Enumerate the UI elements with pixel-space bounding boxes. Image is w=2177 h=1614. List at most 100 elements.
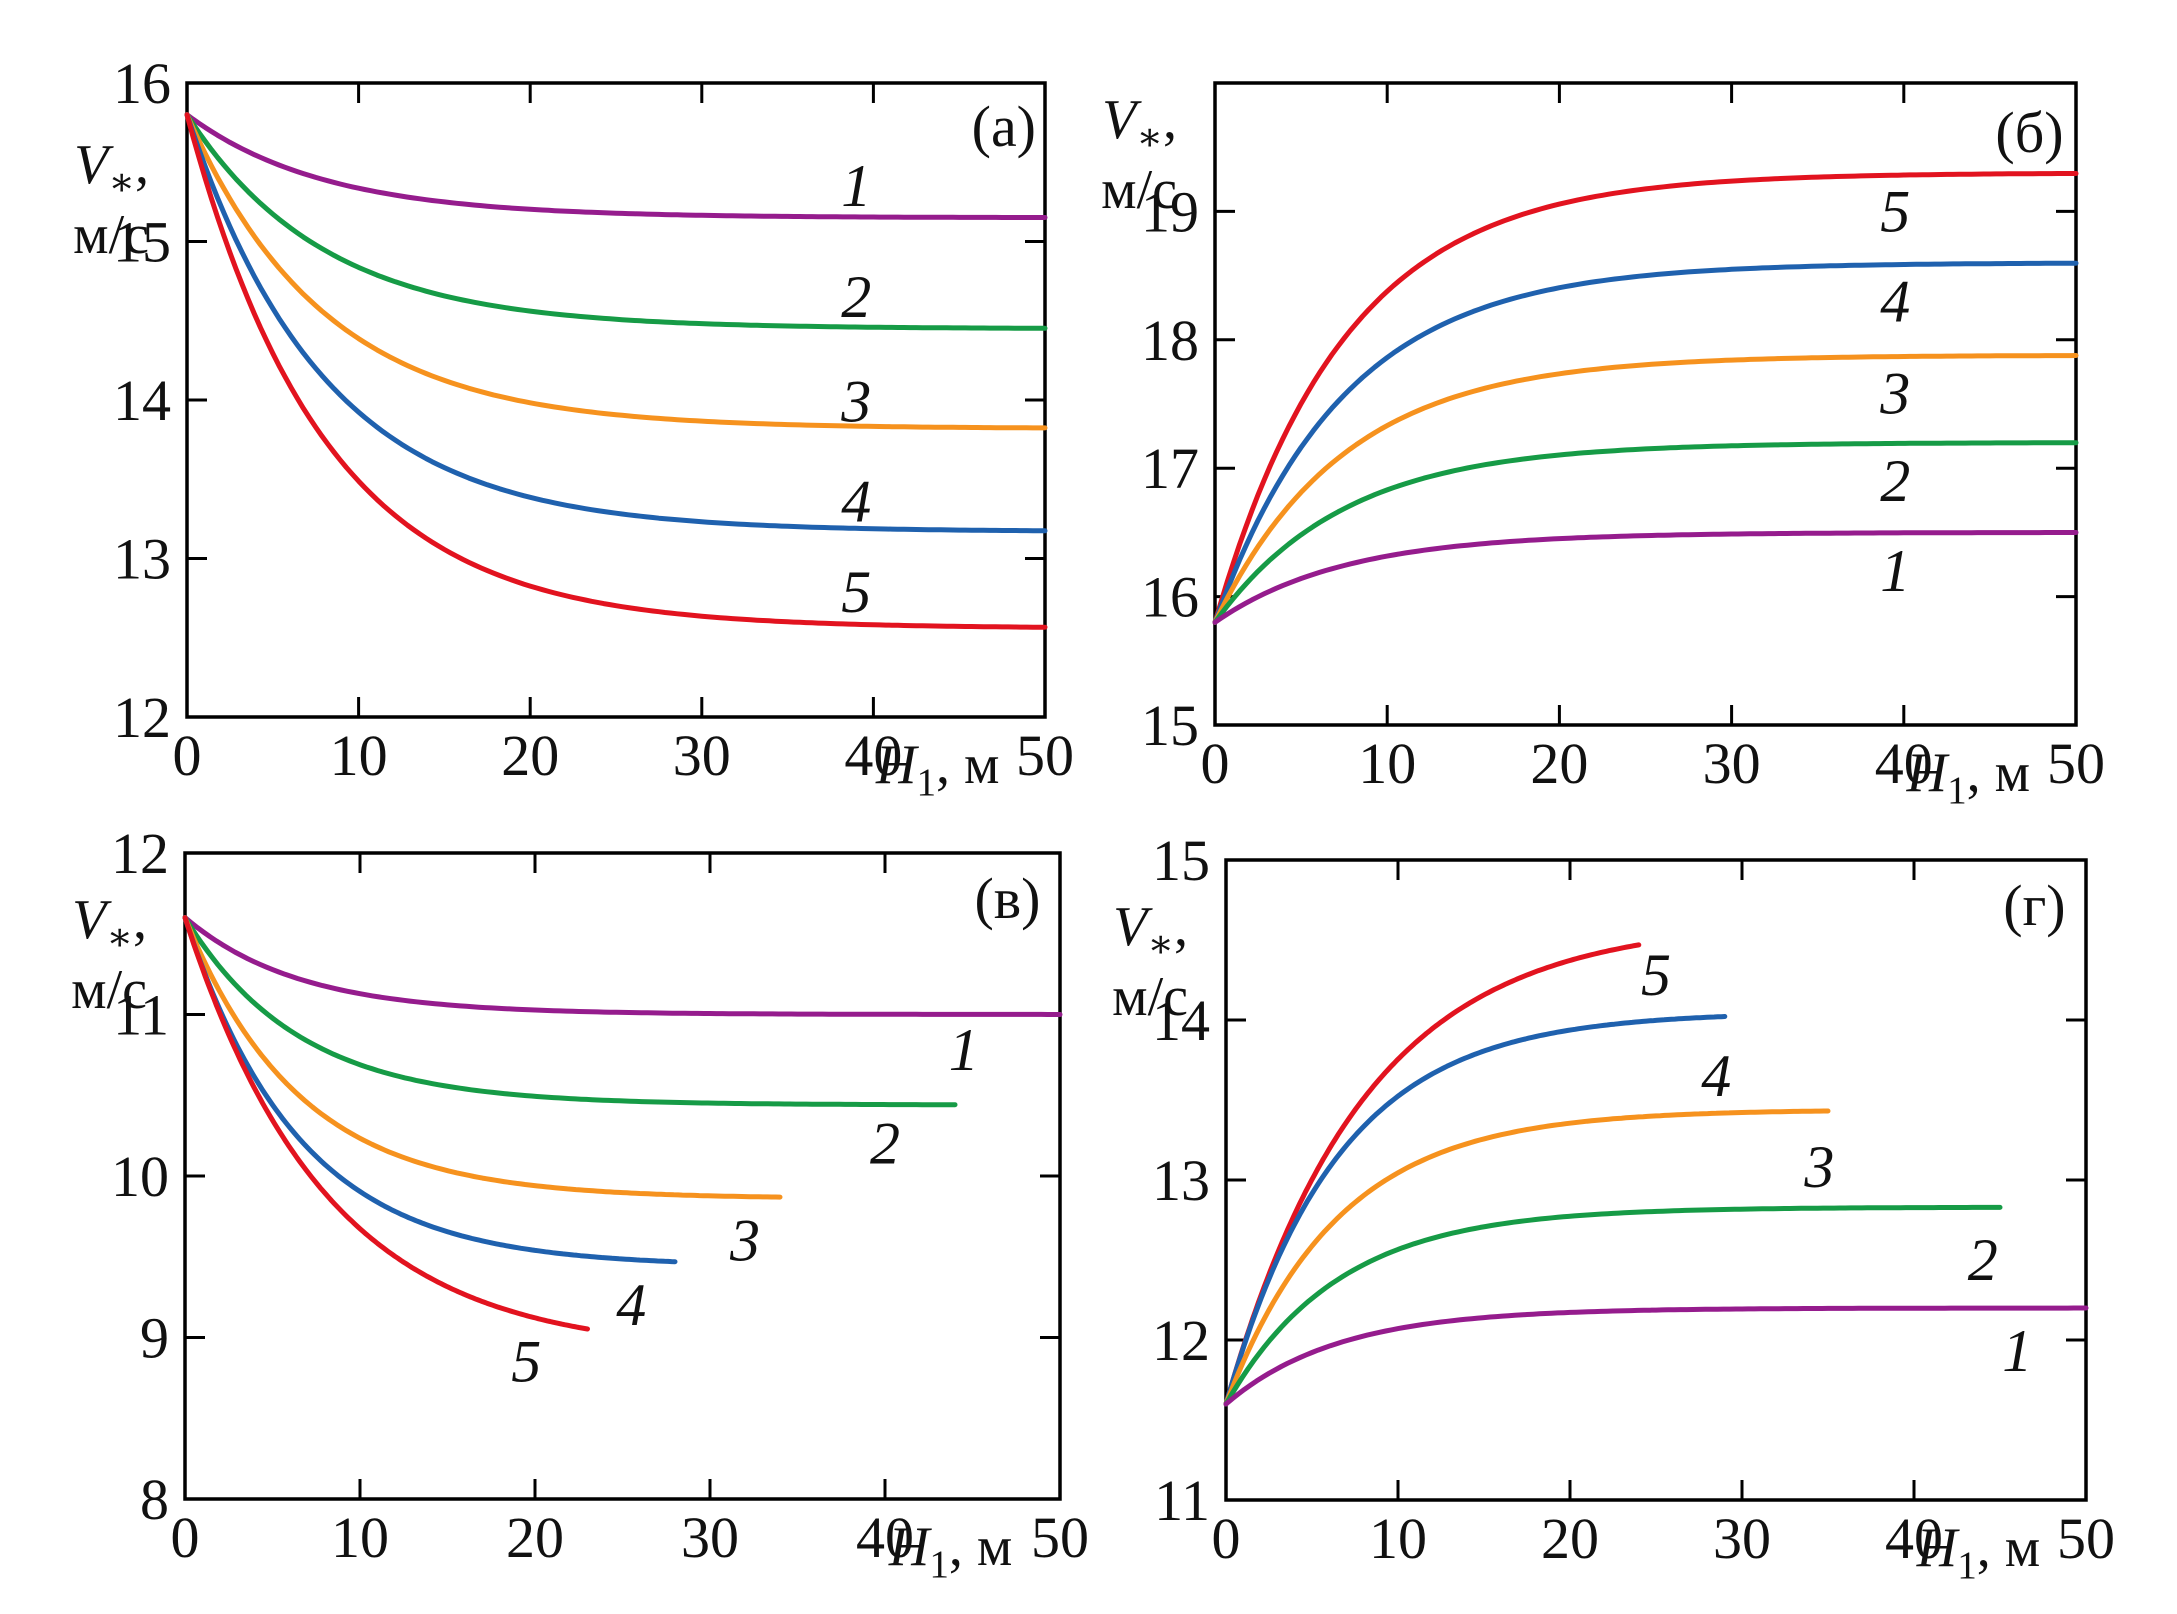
curve-3 xyxy=(1212,353,2079,625)
curve-4 xyxy=(182,915,678,1265)
y-tick-label: 15 xyxy=(113,210,171,275)
y-axis-label-units: м/с xyxy=(73,204,149,266)
panel-label: (в) xyxy=(974,866,1040,931)
curve-3 xyxy=(1223,1108,1831,1407)
curve-label-2: 2 xyxy=(841,264,871,330)
x-tick-label: 10 xyxy=(331,1505,389,1570)
panel-b: 0 10 20 30 40 50 15 16 17 18 19 V∗,м/с H1, м (б) 5 4 3 2 1 xyxy=(1101,81,2105,812)
y-tick-label: 11 xyxy=(1154,1468,1210,1533)
curve-label-3: 3 xyxy=(729,1208,760,1274)
y-tick-label: 12 xyxy=(113,685,171,750)
panel-label: (г) xyxy=(2003,873,2065,938)
y-axis-label-units: м/с xyxy=(71,959,147,1021)
x-axis-label: H1, м xyxy=(888,1516,1012,1586)
curve-label-4: 4 xyxy=(1701,1043,1731,1109)
y-axis-label-units: м/с xyxy=(1101,159,1177,221)
curve-1 xyxy=(1223,1305,2089,1407)
curve-2 xyxy=(1223,1204,2003,1407)
x-tick-label: 50 xyxy=(1016,723,1074,788)
x-tick-label: 0 xyxy=(1201,731,1230,796)
x-tick-label: 30 xyxy=(1703,731,1761,796)
x-tick-label: 30 xyxy=(673,723,731,788)
y-tick-label: 17 xyxy=(1141,436,1199,501)
curve-label-5: 5 xyxy=(511,1329,541,1395)
x-tick-label: 0 xyxy=(1212,1506,1241,1571)
panel-label: (б) xyxy=(1995,100,2063,165)
y-tick-label: 16 xyxy=(1141,565,1199,630)
axes-box xyxy=(183,851,1062,1501)
curve-5 xyxy=(1212,171,2079,625)
y-tick-label: 16 xyxy=(113,51,171,116)
curve-2 xyxy=(1212,440,2079,625)
x-tick-label: 50 xyxy=(1031,1505,1089,1570)
curve-1 xyxy=(182,915,1063,1017)
curve-label-2: 2 xyxy=(1880,448,1910,514)
y-tick-label: 9 xyxy=(140,1306,169,1371)
y-tick-label: 12 xyxy=(1152,1308,1210,1373)
panel-g: 0 10 20 30 40 50 11 12 13 14 15V∗,м/с H1, м (г) 54 3 21 xyxy=(1112,828,2115,1587)
y-axis-label-units: м/с xyxy=(1112,966,1188,1028)
curve-5 xyxy=(1223,942,1642,1407)
x-tick-label: 10 xyxy=(1358,731,1416,796)
curve-1 xyxy=(1212,530,2079,625)
y-tick-label: 18 xyxy=(1141,308,1199,373)
axes-box xyxy=(1213,81,2078,727)
x-tick-label: 30 xyxy=(1713,1506,1771,1571)
y-tick-label: 11 xyxy=(113,983,169,1048)
y-tick-label: 13 xyxy=(1152,1148,1210,1213)
curve-2 xyxy=(184,112,1048,331)
y-tick-label: 14 xyxy=(1152,988,1210,1053)
x-tick-label: 50 xyxy=(2057,1506,2115,1571)
x-axis-label: H1, м xyxy=(1906,742,2030,812)
curve-4 xyxy=(1212,260,2079,625)
y-tick-label: 19 xyxy=(1141,179,1199,244)
x-tick-label: 40 xyxy=(856,1505,914,1570)
y-tick-label: 8 xyxy=(140,1467,169,1532)
curve-label-5: 5 xyxy=(1641,942,1671,1008)
curve-1 xyxy=(184,112,1048,220)
panel-label: (а) xyxy=(972,94,1036,159)
curve-label-5: 5 xyxy=(841,559,871,625)
y-axis-label: V∗, xyxy=(72,889,147,959)
x-tick-label: 20 xyxy=(1530,731,1588,796)
curve-label-4: 4 xyxy=(616,1272,646,1338)
y-tick-label: 14 xyxy=(113,368,171,433)
x-tick-label: 30 xyxy=(681,1505,739,1570)
curve-4 xyxy=(1223,1014,1728,1407)
curve-2 xyxy=(182,915,958,1108)
curve-label-2: 2 xyxy=(1968,1227,1998,1293)
curve-label-4: 4 xyxy=(841,468,871,534)
curve-label-2: 2 xyxy=(870,1111,900,1177)
curve-label-1: 1 xyxy=(1880,538,1910,604)
x-tick-label: 10 xyxy=(330,723,388,788)
curve-label-3: 3 xyxy=(1803,1134,1834,1200)
x-tick-label: 20 xyxy=(506,1505,564,1570)
y-tick-label: 15 xyxy=(1141,693,1199,758)
x-axis-label: H1, м xyxy=(1916,1517,2040,1587)
curve-label-1: 1 xyxy=(2002,1318,2032,1384)
curve-label-5: 5 xyxy=(1880,178,1910,244)
x-tick-label: 20 xyxy=(1541,1506,1599,1571)
x-tick-label: 0 xyxy=(171,1505,200,1570)
curve-label-3: 3 xyxy=(840,369,871,435)
y-axis-label: V∗, xyxy=(1113,896,1188,966)
y-tick-label: 13 xyxy=(113,527,171,592)
y-tick-label: 10 xyxy=(111,1144,169,1209)
x-tick-label: 10 xyxy=(1369,1506,1427,1571)
x-tick-label: 50 xyxy=(2047,731,2105,796)
curve-3 xyxy=(182,915,783,1200)
x-tick-label: 40 xyxy=(1885,1506,1943,1571)
y-tick-label: 12 xyxy=(111,821,169,886)
x-tick-label: 40 xyxy=(844,723,902,788)
curve-5 xyxy=(182,915,590,1332)
x-axis-label: H1, м xyxy=(875,734,999,804)
curve-4 xyxy=(184,112,1048,534)
curve-label-4: 4 xyxy=(1880,268,1910,334)
x-tick-label: 40 xyxy=(1875,731,1933,796)
y-axis-label: V∗, xyxy=(1102,89,1177,159)
curve-5 xyxy=(184,112,1048,630)
